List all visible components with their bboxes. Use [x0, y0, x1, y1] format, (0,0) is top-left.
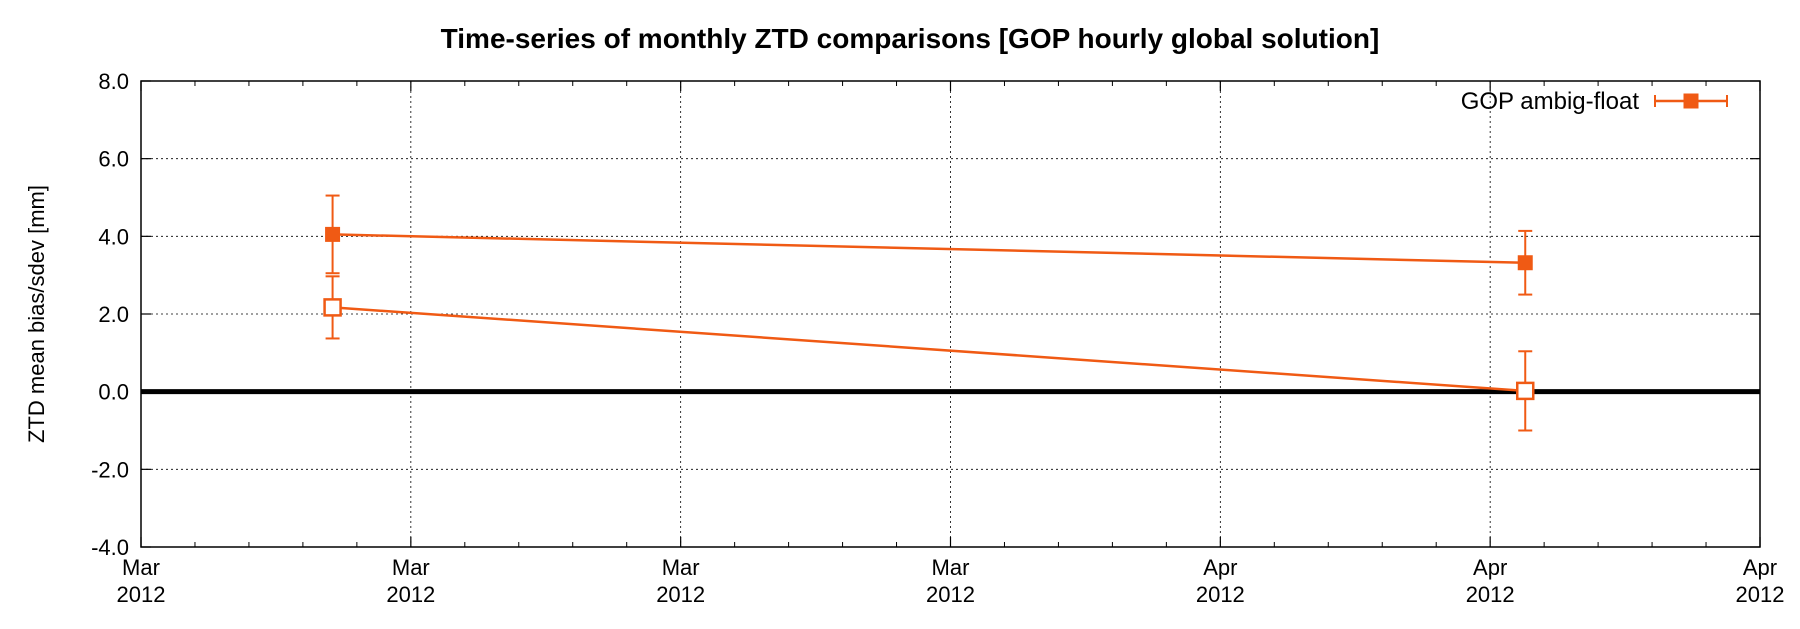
- x-tick-label-month: Mar: [122, 555, 160, 580]
- series-line: [332, 233, 1526, 264]
- legend: GOP ambig-float: [1461, 88, 1728, 115]
- x-tick-label-year: 2012: [1466, 582, 1515, 607]
- series-0: [325, 194, 1533, 296]
- x-tick-label-month: Apr: [1473, 555, 1507, 580]
- y-tick-label: 0.0: [98, 380, 129, 405]
- legend-label: GOP ambig-float: [1461, 88, 1640, 115]
- series-line: [332, 306, 1526, 393]
- grid: [141, 81, 1760, 547]
- data-point: [1515, 381, 1535, 401]
- y-tick-label: 4.0: [98, 224, 129, 249]
- x-tick-label-month: Apr: [1203, 555, 1237, 580]
- x-tick-label-year: 2012: [386, 582, 435, 607]
- y-tick-label: 6.0: [98, 147, 129, 172]
- x-tick-label-month: Mar: [662, 555, 700, 580]
- x-tick-label-month: Apr: [1743, 555, 1777, 580]
- legend-marker: [1683, 93, 1699, 109]
- x-tick-label-year: 2012: [926, 582, 975, 607]
- axes: Mar2012Mar2012Mar2012Mar2012Apr2012Apr20…: [91, 69, 1784, 607]
- y-tick-label: -4.0: [91, 535, 129, 560]
- series: [323, 194, 1535, 432]
- y-tick-label: 8.0: [98, 69, 129, 94]
- series-1: [323, 275, 1535, 432]
- x-tick-label-year: 2012: [1736, 582, 1785, 607]
- x-tick-label-year: 2012: [656, 582, 705, 607]
- x-tick-label-month: Mar: [932, 555, 970, 580]
- y-tick-label: 2.0: [98, 302, 129, 327]
- plot-frame: [140, 80, 1761, 548]
- y-tick-label: -2.0: [91, 457, 129, 482]
- chart-title: Time-series of monthly ZTD comparisons […: [441, 23, 1380, 54]
- data-point: [1517, 255, 1533, 271]
- data-point: [323, 298, 342, 317]
- data-point: [325, 226, 341, 242]
- x-tick-label-year: 2012: [1196, 582, 1245, 607]
- y-axis-label: ZTD mean bias/sdev [mm]: [24, 185, 49, 443]
- x-tick-label-month: Mar: [392, 555, 430, 580]
- x-tick-label-year: 2012: [117, 582, 166, 607]
